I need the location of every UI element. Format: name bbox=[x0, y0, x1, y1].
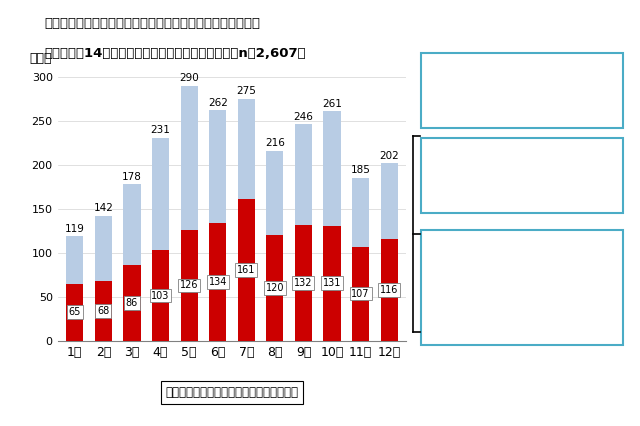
Bar bbox=[209, 110, 227, 341]
Text: 262: 262 bbox=[208, 98, 228, 108]
Bar bbox=[237, 199, 255, 341]
Text: 275: 275 bbox=[236, 86, 256, 96]
Text: 自転車使用時：1,349 人: 自転車使用時：1,349 人 bbox=[429, 167, 517, 177]
Bar bbox=[323, 226, 340, 341]
Text: 126: 126 bbox=[180, 280, 198, 291]
Text: 図１．自転車の事故における、幼児用座席付自転車使用時の: 図１．自転車の事故における、幼児用座席付自転車使用時の bbox=[45, 17, 261, 30]
Text: 202: 202 bbox=[380, 150, 399, 161]
Text: 86: 86 bbox=[126, 298, 138, 308]
Text: 120: 120 bbox=[266, 283, 284, 293]
Text: 216: 216 bbox=[265, 138, 285, 148]
Text: （人）: （人） bbox=[29, 52, 52, 66]
Bar bbox=[180, 86, 198, 341]
Text: 1,349 人のうち、事故の種: 1,349 人のうち、事故の種 bbox=[429, 239, 524, 249]
Text: 子ども（14歳以下）の事故　月別救急搬送人数（n＝2,607）: 子ども（14歳以下）の事故 月別救急搬送人数（n＝2,607） bbox=[45, 47, 307, 60]
Text: 68: 68 bbox=[97, 306, 109, 316]
Text: そのうち、幼児用座席付: そのうち、幼児用座席付 bbox=[429, 148, 502, 158]
Text: 142: 142 bbox=[93, 203, 113, 213]
Text: 103: 103 bbox=[151, 291, 170, 300]
Text: 131: 131 bbox=[323, 278, 341, 288]
Text: 290: 290 bbox=[179, 73, 199, 83]
Text: 類が「落ちる」・「ころぶ」: 類が「落ちる」・「ころぶ」 bbox=[429, 259, 515, 269]
Bar bbox=[124, 184, 141, 341]
Bar bbox=[237, 99, 255, 341]
Bar bbox=[352, 247, 369, 341]
Text: 65: 65 bbox=[68, 307, 81, 317]
Bar bbox=[66, 284, 83, 341]
Text: 自転車の事故による救急: 自転車の事故による救急 bbox=[429, 63, 502, 72]
Text: 134: 134 bbox=[209, 277, 227, 287]
Text: 132: 132 bbox=[294, 278, 313, 288]
Text: 赤棒グラフが、幼児用座席付自転車の事故: 赤棒グラフが、幼児用座席付自転車の事故 bbox=[166, 386, 298, 399]
Text: 231: 231 bbox=[150, 125, 170, 135]
Bar bbox=[66, 236, 83, 341]
Text: 261: 261 bbox=[322, 98, 342, 109]
Text: 119: 119 bbox=[65, 224, 84, 233]
Bar bbox=[323, 111, 340, 341]
Text: 116: 116 bbox=[380, 285, 399, 295]
Text: という事故は計 1,224 人: という事故は計 1,224 人 bbox=[429, 279, 521, 288]
Bar bbox=[180, 230, 198, 341]
Bar bbox=[352, 178, 369, 341]
Text: 178: 178 bbox=[122, 172, 142, 181]
Bar bbox=[209, 223, 227, 341]
Bar bbox=[266, 235, 284, 341]
Bar bbox=[95, 281, 112, 341]
Bar bbox=[152, 138, 169, 341]
Bar bbox=[266, 151, 284, 341]
Text: 161: 161 bbox=[237, 265, 255, 275]
Text: 107: 107 bbox=[351, 289, 370, 299]
Bar bbox=[295, 225, 312, 341]
Bar bbox=[381, 239, 398, 341]
Bar bbox=[152, 250, 169, 341]
Bar bbox=[295, 124, 312, 341]
Text: 185: 185 bbox=[351, 165, 371, 176]
Text: 246: 246 bbox=[294, 112, 314, 122]
Bar bbox=[381, 163, 398, 341]
Text: 搬送人数計　2,607 人: 搬送人数計 2,607 人 bbox=[429, 85, 511, 95]
Bar bbox=[95, 216, 112, 341]
Bar bbox=[124, 265, 141, 341]
